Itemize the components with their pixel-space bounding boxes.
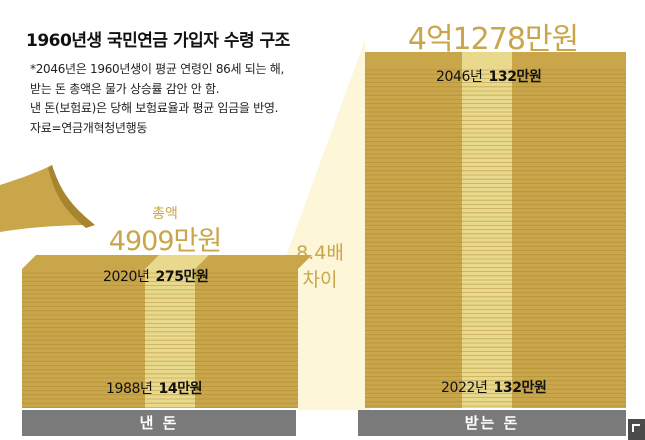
paid-bottom-tag: 1988년 14만원 [106, 378, 203, 398]
received-bottom-year: 2022년 [441, 380, 488, 396]
difference-label: 차이 [302, 269, 338, 291]
paid-top-amount: 275만원 [155, 269, 209, 285]
paid-stack-band-top [145, 255, 209, 269]
paid-bottom-year: 1988년 [106, 381, 153, 397]
received-bottom-amount: 132만원 [493, 380, 547, 396]
paid-top-tag: 2020년 275만원 [103, 266, 209, 286]
difference-ratio: 8.4배 [296, 242, 344, 264]
paid-bottom-amount: 14만원 [158, 381, 203, 397]
received-caption-bar: 받는 돈 [358, 410, 626, 436]
curled-bill-shadow [48, 165, 95, 228]
corner-bracket-icon [628, 419, 645, 440]
curled-bill [0, 165, 95, 232]
paid-top-year: 2020년 [103, 269, 150, 285]
footnote-line: 낸 돈(보험료)은 당해 보험료율과 평균 임금을 반영. [30, 101, 279, 115]
received-top-amount: 132만원 [488, 69, 542, 85]
paid-money-stack [22, 255, 312, 408]
received-total-value: 4억1278만원 [407, 22, 579, 57]
footnote-line: *2046년은 1960년생이 평균 연령인 86세 되는 해, [30, 62, 285, 76]
paid-caption-bar: 낸 돈 [22, 410, 296, 436]
received-money-stack [365, 52, 626, 408]
paid-total-value: 4909만원 [108, 226, 222, 257]
footnote-source: 자료=연금개혁청년행동 [30, 120, 148, 135]
paid-total-label: 총액 [152, 206, 178, 222]
difference-callout: 8.4배 차이 [290, 240, 350, 294]
page-title: 1960년생 국민연금 가입자 수령 구조 [26, 31, 290, 51]
footnote-line: 받는 돈 총액은 물가 상승률 감안 안 함. [30, 81, 220, 96]
received-stack-band-top [462, 52, 512, 66]
received-top-year: 2046년 [436, 69, 483, 85]
received-top-tag: 2046년 132만원 [436, 66, 542, 86]
paid-stack-band [145, 269, 195, 408]
footnotes: *2046년은 1960년생이 평균 연령인 86세 되는 해, 받는 돈 총액… [30, 60, 284, 138]
received-bottom-tag: 2022년 132만원 [441, 377, 547, 397]
received-stack-band [462, 66, 512, 408]
